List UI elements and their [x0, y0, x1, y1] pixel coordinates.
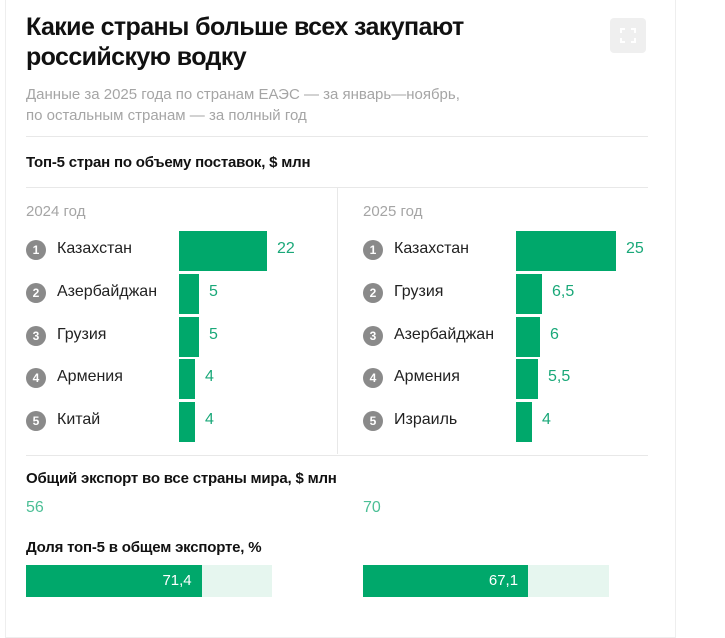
- column-divider: [337, 188, 338, 454]
- share-fill-2024: 71,4: [26, 565, 202, 597]
- country-label: Грузия: [57, 325, 107, 343]
- bar: [179, 273, 199, 314]
- bar: [179, 231, 267, 271]
- country-label: Казахстан: [394, 240, 469, 257]
- total-2025: 70: [363, 499, 381, 516]
- bar-row: 3 Грузия 5: [26, 315, 326, 358]
- year-label-2024: 2024 год: [26, 203, 86, 220]
- rank-badge: 5: [363, 411, 383, 432]
- rank-badge: 4: [363, 368, 383, 389]
- divider: [26, 187, 648, 188]
- bar-row: 4 Армения 4: [26, 357, 326, 400]
- value-label: 4: [542, 411, 551, 429]
- subtitle-line: по остальным странам — за полный год: [26, 107, 307, 124]
- bar: [516, 273, 542, 314]
- fullscreen-button[interactable]: [610, 18, 646, 53]
- share-title: Доля топ-5 в общем экспорте, %: [26, 539, 262, 556]
- bar: [179, 402, 195, 443]
- rank-badge: 3: [363, 325, 383, 346]
- value-label: 22: [277, 240, 295, 257]
- divider: [26, 136, 648, 137]
- subtitle: Данные за 2025 года по странам ЕАЭС — за…: [26, 84, 566, 126]
- fullscreen-icon: [620, 28, 636, 43]
- value-label: 6,5: [552, 282, 575, 300]
- share-track-2025: 67,1: [363, 565, 609, 597]
- bar-row: 2 Грузия 6,5: [363, 272, 663, 315]
- country-label: Израиль: [394, 411, 458, 429]
- rank-badge: 2: [363, 282, 383, 303]
- section-title: Топ-5 стран по объему поставок, $ млн: [26, 154, 311, 171]
- share-track-2024: 71,4: [26, 565, 272, 597]
- value-label: 6: [550, 325, 559, 343]
- rank-badge: 1: [26, 240, 46, 260]
- value-label: 5: [209, 325, 218, 343]
- bar: [516, 402, 532, 443]
- rank-badge: 3: [26, 325, 46, 346]
- bar: [179, 359, 195, 400]
- value-label: 25: [626, 240, 644, 257]
- share-fill-2025: 67,1: [363, 565, 529, 597]
- country-label: Китай: [57, 411, 101, 429]
- country-label: Казахстан: [57, 240, 132, 257]
- rank-badge: 1: [363, 240, 383, 260]
- country-label: Грузия: [394, 282, 444, 300]
- value-label: 5: [209, 282, 218, 300]
- subtitle-line: Данные за 2025 года по странам ЕАЭС — за…: [26, 86, 460, 103]
- bar-row: 2 Азербайджан 5: [26, 272, 326, 315]
- bar-row: 3 Азербайджан 6: [363, 315, 663, 358]
- rank-badge: 4: [26, 368, 46, 389]
- country-label: Армения: [57, 368, 123, 386]
- country-label: Азербайджан: [57, 282, 158, 300]
- bar-row: 1 Казахстан 22: [26, 229, 326, 272]
- rank-badge: 2: [26, 282, 46, 303]
- value-label: 5,5: [548, 368, 571, 386]
- divider: [26, 455, 648, 456]
- bar-row: 4 Армения 5,5: [363, 357, 663, 400]
- totals-title: Общий экспорт во все страны мира, $ млн: [26, 470, 337, 487]
- bar: [516, 231, 616, 271]
- bar: [516, 316, 540, 357]
- bar-row: 5 Китай 4: [26, 400, 326, 443]
- bar-row: 1 Казахстан 25: [363, 229, 663, 272]
- rank-badge: 5: [26, 411, 46, 432]
- value-label: 4: [205, 411, 214, 429]
- country-label: Азербайджан: [394, 325, 495, 343]
- country-label: Армения: [394, 368, 460, 386]
- year-label-2025: 2025 год: [363, 203, 423, 220]
- total-2024: 56: [26, 499, 44, 516]
- bar: [516, 359, 538, 400]
- bar: [179, 316, 199, 357]
- value-label: 4: [205, 368, 214, 386]
- page-title: Какие страны больше всех закупают россий…: [26, 13, 464, 71]
- bar-row: 5 Израиль 4: [363, 400, 663, 443]
